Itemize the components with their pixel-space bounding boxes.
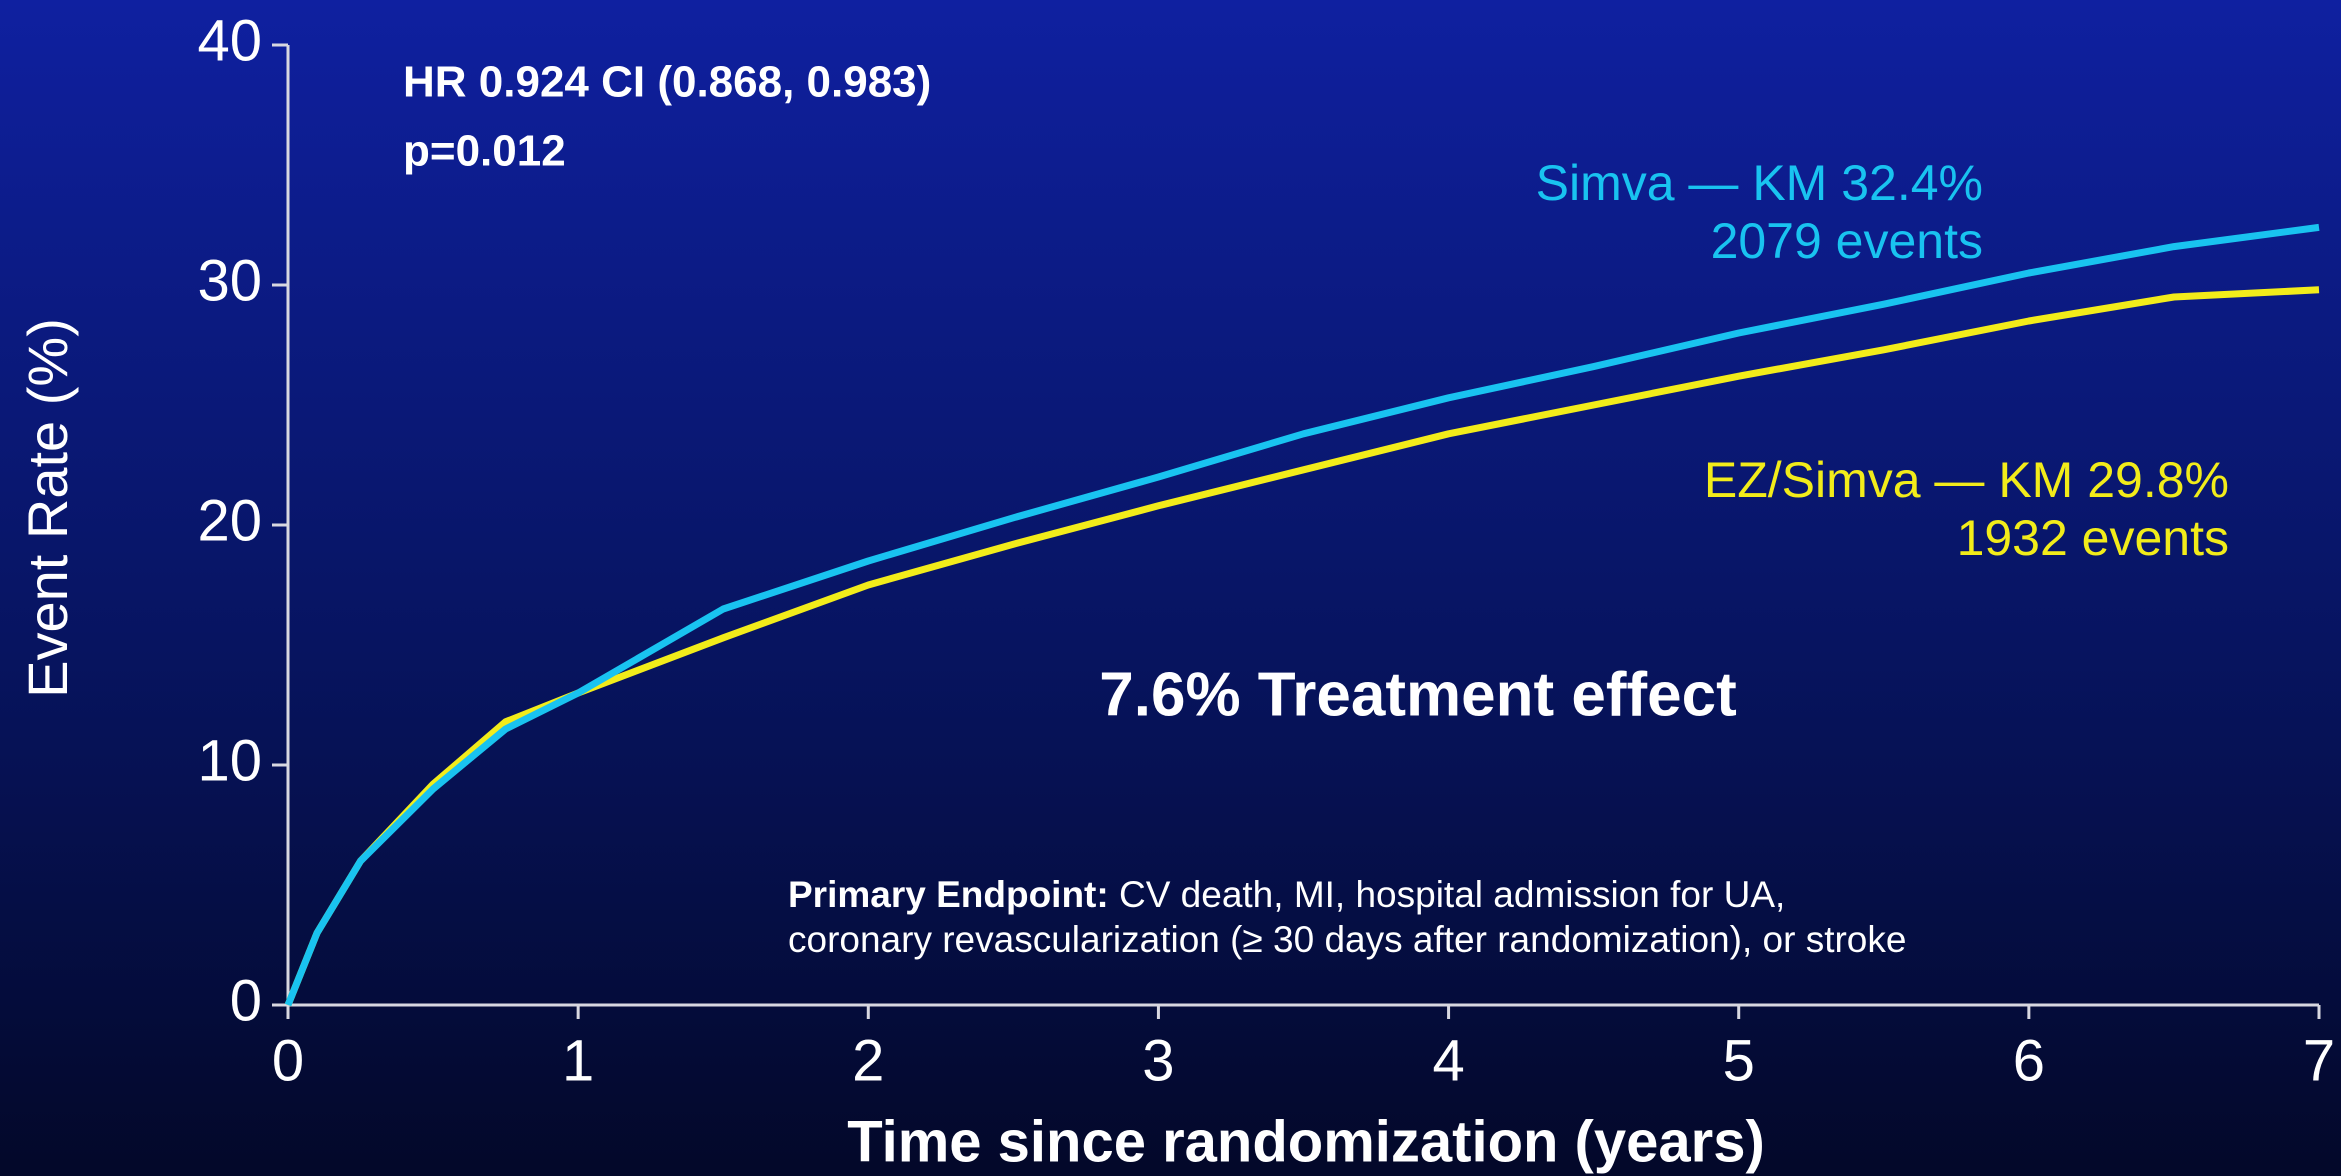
annotation: p=0.012 bbox=[403, 127, 566, 176]
effect-label: 7.6% Treatment effect bbox=[1099, 660, 1736, 729]
series-events: 1932 events bbox=[1957, 510, 2229, 566]
series-events: 2079 events bbox=[1711, 213, 1983, 269]
series-label: Simva — KM 32.4% bbox=[1536, 155, 1983, 211]
annotation: HR 0.924 CI (0.868, 0.983) bbox=[403, 58, 931, 107]
y-tick-label: 0 bbox=[230, 968, 262, 1033]
endpoint: Primary Endpoint: CV death, MI, hospital… bbox=[788, 874, 1785, 915]
y-tick-label: 20 bbox=[197, 488, 262, 553]
series-line bbox=[284, 223, 2320, 1007]
series-label: EZ/Simva — KM 29.8% bbox=[1704, 452, 2229, 508]
x-tick-label: 6 bbox=[2013, 1028, 2045, 1093]
x-tick-label: 4 bbox=[1432, 1028, 1464, 1093]
x-tick-label: 1 bbox=[562, 1028, 594, 1093]
x-tick-label: 0 bbox=[272, 1028, 304, 1093]
y-axis-title: Event Rate (%) bbox=[16, 318, 79, 698]
x-axis-title: Time since randomization (years) bbox=[847, 1109, 1765, 1174]
x-tick-label: 7 bbox=[2303, 1028, 2335, 1093]
x-tick-label: 2 bbox=[852, 1028, 884, 1093]
x-tick-label: 5 bbox=[1723, 1028, 1755, 1093]
y-tick-label: 10 bbox=[197, 728, 262, 793]
endpoint-label: Primary Endpoint: bbox=[788, 874, 1109, 915]
endpoint-text: CV death, MI, hospital admission for UA, bbox=[1119, 874, 1785, 915]
y-tick-label: 30 bbox=[197, 248, 262, 313]
y-tick-label: 40 bbox=[197, 8, 262, 73]
x-tick-label: 3 bbox=[1142, 1028, 1174, 1093]
endpoint-text: coronary revascularization (≥ 30 days af… bbox=[788, 919, 1906, 960]
